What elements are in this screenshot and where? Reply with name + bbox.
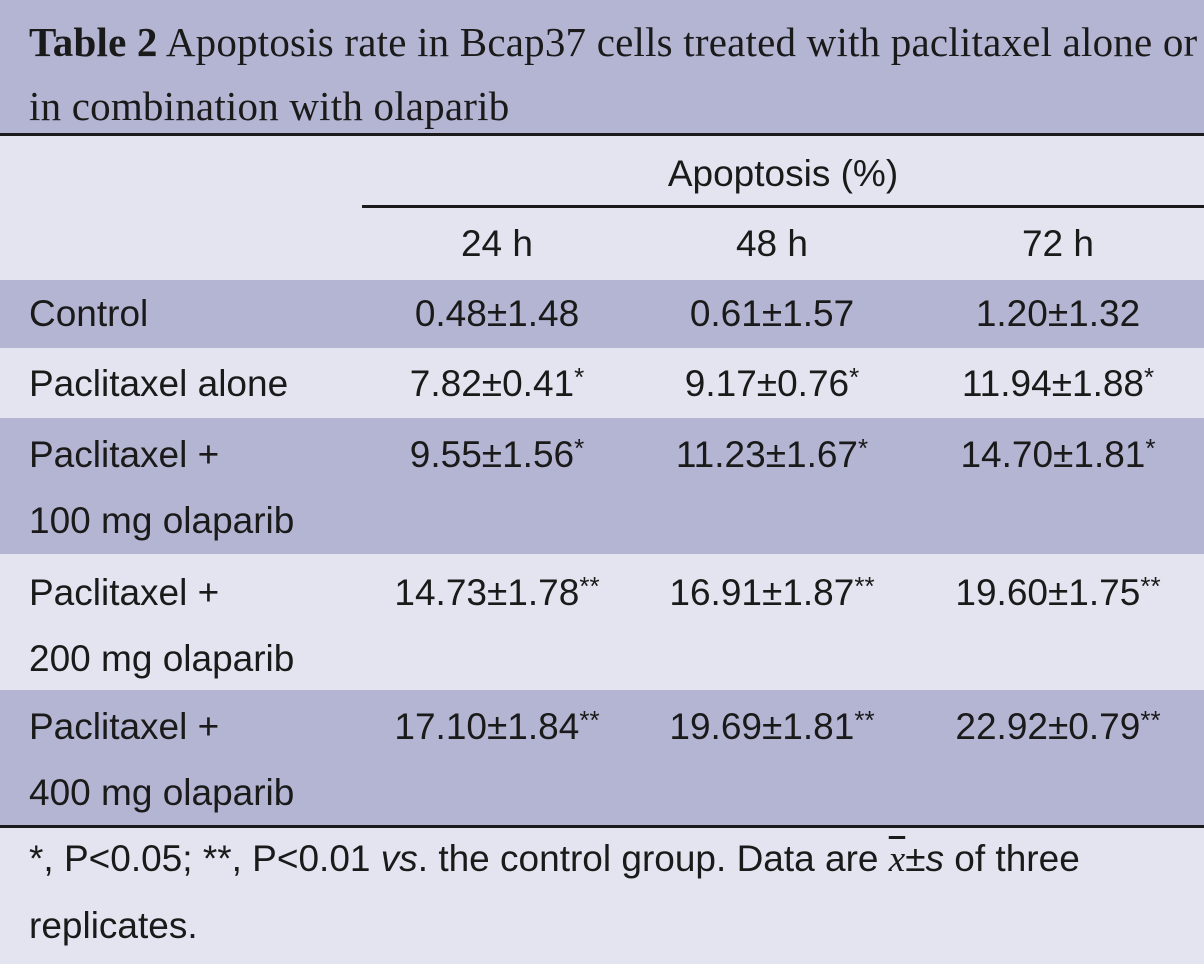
bottom-rule	[0, 825, 1204, 828]
table-row: Paclitaxel + 400 mg olaparib 17.10±1.84*…	[0, 690, 1204, 826]
cell-72h: 11.94±1.88*	[961, 362, 1155, 404]
table-title: Table 2 Apoptosis rate in Bcap37 cells t…	[0, 0, 1204, 133]
cell-72h: 14.70±1.81*	[960, 433, 1156, 475]
column-header-72h: 72 h	[1021, 223, 1094, 264]
row-label: Paclitaxel + 200 mg olaparib	[29, 572, 295, 679]
row-label: Control	[29, 293, 149, 334]
cell-48h: 16.91±1.87**	[669, 571, 875, 613]
column-header-48h: 48 h	[735, 223, 808, 264]
table-row: Paclitaxel alone 7.82±0.41* 9.17±0.76* 1…	[0, 348, 1204, 418]
cell-24h: 7.82±0.41*	[409, 362, 585, 404]
cell-48h: 0.61±1.57	[689, 293, 855, 334]
table-number: Table 2	[29, 19, 158, 65]
cell-48h: 19.69±1.81**	[669, 705, 875, 747]
group-underline	[362, 205, 1204, 208]
column-header-24h: 24 h	[460, 223, 533, 264]
cell-24h: 9.55±1.56*	[409, 433, 585, 475]
cell-72h: 19.60±1.75**	[955, 571, 1161, 613]
table-row: Control 0.48±1.48 0.61±1.57 1.20±1.32	[0, 280, 1204, 348]
row-label: Paclitaxel alone	[29, 363, 289, 404]
cell-48h: 9.17±0.76*	[684, 362, 860, 404]
top-rule	[0, 133, 1204, 136]
table-row: Paclitaxel + 100 mg olaparib 9.55±1.56* …	[0, 418, 1204, 554]
table-footnote: *, P<0.05; **, P<0.01 vs. the control gr…	[29, 838, 1080, 946]
cell-24h: 17.10±1.84**	[394, 705, 600, 747]
cell-24h: 14.73±1.78**	[394, 571, 600, 613]
column-group-header: Apoptosis (%)	[667, 153, 899, 194]
row-label: Paclitaxel + 100 mg olaparib	[29, 434, 295, 541]
cell-72h: 22.92±0.79**	[955, 705, 1161, 747]
row-label: Paclitaxel + 400 mg olaparib	[29, 706, 295, 813]
cell-72h: 1.20±1.32	[975, 293, 1141, 334]
table-caption: Apoptosis rate in Bcap37 cells treated w…	[29, 19, 1198, 129]
table-row: Paclitaxel + 200 mg olaparib 14.73±1.78*…	[0, 554, 1204, 690]
cell-48h: 11.23±1.67*	[675, 433, 869, 475]
cell-24h: 0.48±1.48	[414, 293, 580, 334]
